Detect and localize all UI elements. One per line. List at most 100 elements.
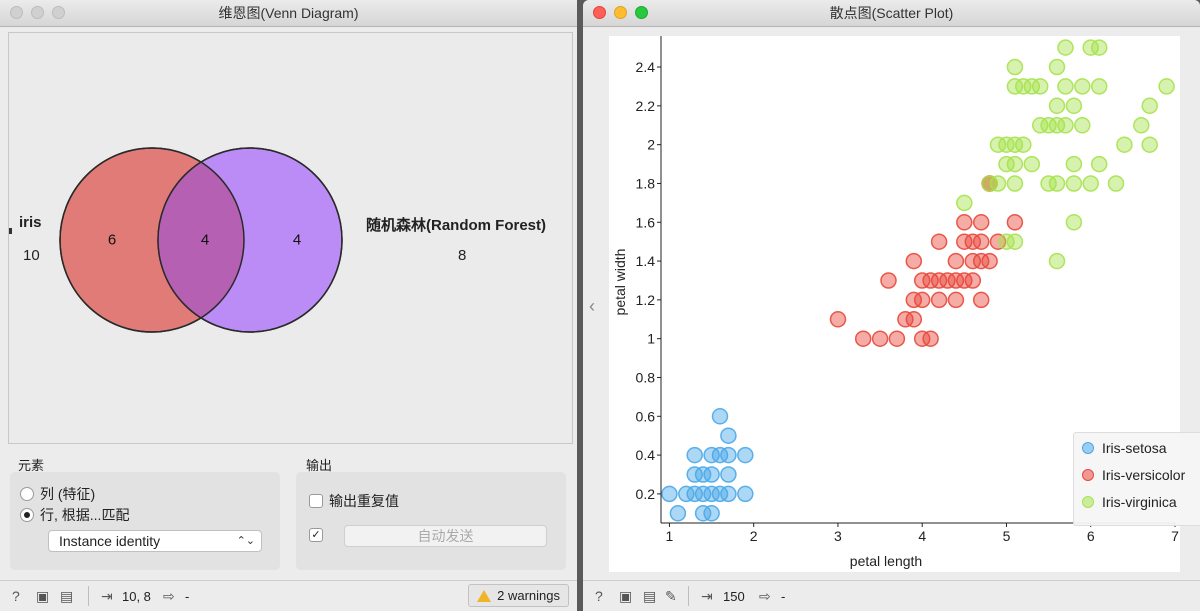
data-point-iris-versicolor[interactable] bbox=[972, 252, 990, 270]
data-point-iris-setosa[interactable] bbox=[686, 485, 703, 503]
minimize-window-button[interactable] bbox=[614, 6, 627, 19]
data-point-iris-virginica[interactable] bbox=[1065, 155, 1083, 173]
data-point-iris-versicolor[interactable] bbox=[972, 214, 990, 231]
intersection-region[interactable] bbox=[158, 148, 342, 332]
data-point-iris-versicolor[interactable] bbox=[888, 330, 906, 347]
data-point-iris-versicolor[interactable] bbox=[913, 272, 931, 289]
data-point-iris-virginica[interactable] bbox=[998, 155, 1015, 173]
report-icon[interactable]: ▤ bbox=[60, 588, 74, 604]
data-point-iris-setosa[interactable] bbox=[711, 485, 729, 503]
data-point-iris-setosa[interactable] bbox=[669, 505, 687, 522]
data-point-iris-versicolor[interactable] bbox=[871, 330, 889, 347]
report-icon[interactable]: ▤ bbox=[643, 588, 657, 604]
data-point-iris-virginica[interactable] bbox=[1048, 175, 1066, 192]
brush-icon[interactable]: ✎ bbox=[665, 588, 677, 604]
data-point-iris-versicolor[interactable] bbox=[989, 233, 1007, 250]
data-point-iris-setosa[interactable] bbox=[720, 427, 737, 444]
data-point-iris-setosa[interactable] bbox=[703, 466, 720, 483]
data-point-iris-virginica[interactable] bbox=[1048, 117, 1066, 134]
close-window-button[interactable] bbox=[10, 6, 23, 19]
data-point-iris-virginica[interactable] bbox=[1141, 136, 1158, 153]
data-point-iris-virginica[interactable] bbox=[1057, 39, 1074, 56]
zoom-window-button[interactable] bbox=[635, 6, 648, 19]
data-point-iris-virginica[interactable] bbox=[1048, 252, 1066, 270]
data-point-iris-versicolor[interactable] bbox=[930, 272, 948, 289]
data-point-iris-virginica[interactable] bbox=[989, 136, 1007, 153]
data-point-iris-virginica[interactable] bbox=[1057, 78, 1074, 95]
data-point-iris-versicolor[interactable] bbox=[947, 272, 965, 289]
auto-send-button[interactable]: 自动发送 bbox=[344, 525, 547, 547]
chevron-left-icon[interactable]: ‹ bbox=[589, 296, 595, 316]
data-point-iris-versicolor[interactable] bbox=[947, 252, 965, 270]
radio-columns[interactable]: 列 (特征) bbox=[20, 484, 95, 504]
data-point-iris-virginica[interactable] bbox=[998, 136, 1015, 153]
data-point-iris-versicolor[interactable] bbox=[880, 272, 897, 289]
data-point-iris-virginica[interactable] bbox=[1090, 39, 1108, 56]
data-point-iris-versicolor[interactable] bbox=[897, 311, 914, 328]
output-duplicates-row[interactable]: 输出重复值 bbox=[309, 491, 399, 511]
data-point-iris-versicolor[interactable] bbox=[939, 272, 956, 289]
data-point-iris-virginica[interactable] bbox=[1040, 175, 1057, 192]
data-point-iris-virginica[interactable] bbox=[998, 233, 1015, 250]
data-point-iris-virginica[interactable] bbox=[1015, 136, 1032, 153]
data-point-iris-setosa[interactable] bbox=[686, 466, 703, 483]
data-point-iris-virginica[interactable] bbox=[1074, 78, 1091, 95]
auto-send-row[interactable]: ✓ bbox=[309, 528, 323, 542]
data-point-iris-versicolor[interactable] bbox=[905, 252, 923, 270]
data-point-iris-setosa[interactable] bbox=[703, 505, 720, 522]
data-point-iris-versicolor[interactable] bbox=[964, 272, 982, 289]
data-point-iris-virginica[interactable] bbox=[1006, 233, 1024, 250]
data-point-iris-virginica[interactable] bbox=[1023, 155, 1041, 173]
help-icon[interactable]: ? bbox=[12, 588, 20, 604]
minimize-window-button[interactable] bbox=[31, 6, 44, 19]
data-point-iris-virginica[interactable] bbox=[1082, 39, 1099, 56]
data-point-iris-versicolor[interactable] bbox=[956, 214, 973, 231]
data-point-iris-setosa[interactable] bbox=[737, 446, 754, 464]
data-point-iris-virginica[interactable] bbox=[1031, 117, 1049, 134]
data-point-iris-virginica[interactable] bbox=[989, 175, 1007, 192]
data-point-iris-setosa[interactable] bbox=[694, 466, 712, 483]
data-point-iris-versicolor[interactable] bbox=[1006, 214, 1024, 231]
data-point-iris-versicolor[interactable] bbox=[913, 330, 931, 347]
data-point-iris-setosa[interactable] bbox=[661, 485, 678, 503]
data-point-iris-versicolor[interactable] bbox=[972, 291, 990, 309]
data-point-iris-versicolor[interactable] bbox=[930, 291, 948, 309]
help-icon[interactable]: ? bbox=[595, 588, 603, 604]
data-point-iris-virginica[interactable] bbox=[1006, 58, 1024, 76]
match-by-select[interactable]: Instance identity ⌃⌄ bbox=[48, 530, 262, 552]
data-point-iris-versicolor[interactable] bbox=[972, 233, 990, 250]
data-point-iris-virginica[interactable] bbox=[956, 194, 973, 212]
data-point-iris-virginica[interactable] bbox=[1006, 155, 1024, 173]
data-point-iris-versicolor[interactable] bbox=[964, 233, 982, 250]
data-point-iris-setosa[interactable] bbox=[703, 485, 720, 503]
data-point-iris-versicolor[interactable] bbox=[905, 291, 923, 309]
data-point-iris-virginica[interactable] bbox=[1090, 155, 1108, 173]
warnings-button[interactable]: 2 warnings bbox=[468, 584, 569, 607]
data-point-iris-versicolor[interactable] bbox=[922, 272, 939, 289]
zoom-window-button[interactable] bbox=[52, 6, 65, 19]
data-point-iris-virginica[interactable] bbox=[1074, 117, 1091, 134]
save-icon[interactable]: ▣ bbox=[619, 588, 633, 604]
data-point-iris-versicolor[interactable] bbox=[964, 252, 982, 270]
data-point-iris-virginica[interactable] bbox=[1057, 117, 1074, 134]
data-point-iris-virginica[interactable] bbox=[1158, 78, 1175, 95]
data-point-iris-virginica[interactable] bbox=[1065, 97, 1083, 115]
auto-send-checkbox[interactable]: ✓ bbox=[309, 528, 323, 542]
data-point-iris-virginica[interactable] bbox=[1048, 58, 1066, 76]
data-point-iris-setosa[interactable] bbox=[678, 485, 695, 503]
radio-rows[interactable]: 行, 根据...匹配 bbox=[20, 505, 129, 525]
data-point-iris-versicolor[interactable] bbox=[981, 252, 998, 270]
data-point-iris-versicolor[interactable] bbox=[947, 291, 965, 309]
data-point-iris-versicolor[interactable] bbox=[854, 330, 872, 347]
data-point-iris-virginica[interactable] bbox=[1082, 175, 1099, 192]
data-point-iris-setosa[interactable] bbox=[694, 485, 712, 503]
data-point-iris-virginica[interactable] bbox=[1141, 97, 1158, 115]
data-point-iris-virginica[interactable] bbox=[1023, 78, 1041, 95]
data-point-iris-versicolor[interactable] bbox=[956, 233, 973, 250]
data-point-iris-virginica[interactable] bbox=[981, 175, 998, 192]
output-duplicates-checkbox[interactable] bbox=[309, 494, 323, 508]
close-window-button[interactable] bbox=[593, 6, 606, 19]
data-point-iris-setosa[interactable] bbox=[711, 446, 729, 464]
data-point-iris-setosa[interactable] bbox=[737, 485, 754, 503]
data-point-iris-versicolor[interactable] bbox=[922, 330, 939, 347]
